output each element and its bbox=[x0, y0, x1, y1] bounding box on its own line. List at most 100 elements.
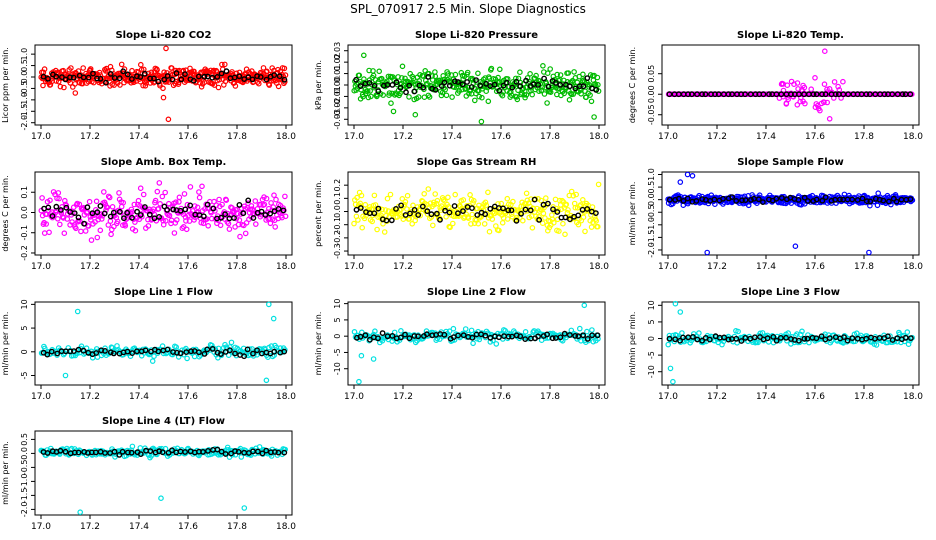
reference-point bbox=[544, 331, 550, 338]
x-tick-label: 18.0 bbox=[276, 522, 296, 532]
reference-point bbox=[245, 74, 252, 81]
data-point bbox=[355, 217, 361, 223]
data-point bbox=[173, 199, 179, 206]
data-point bbox=[184, 355, 190, 362]
data-point bbox=[814, 102, 821, 109]
reference-point bbox=[116, 208, 123, 215]
reference-point bbox=[187, 202, 194, 209]
reference-point bbox=[406, 335, 413, 342]
data-point bbox=[398, 75, 405, 81]
reference-point bbox=[275, 205, 282, 212]
data-point bbox=[800, 98, 806, 105]
data-point bbox=[469, 211, 476, 218]
x-tick-label: 17.2 bbox=[707, 262, 727, 272]
data-point bbox=[470, 197, 477, 204]
reference-point bbox=[141, 70, 148, 77]
reference-point bbox=[738, 338, 745, 344]
data-point bbox=[853, 330, 860, 337]
reference-point bbox=[257, 74, 264, 80]
outlier-point bbox=[265, 301, 272, 308]
plot-frame bbox=[347, 171, 606, 256]
outlier-point bbox=[263, 377, 270, 384]
data-point bbox=[380, 92, 387, 98]
reference-point bbox=[822, 194, 829, 201]
outlier-point bbox=[831, 79, 838, 85]
data-point bbox=[450, 325, 457, 332]
data-point bbox=[475, 220, 482, 227]
reference-point bbox=[57, 447, 64, 454]
reference-point bbox=[455, 332, 461, 339]
reference-point bbox=[178, 76, 185, 83]
reference-point bbox=[254, 448, 261, 455]
reference-point bbox=[371, 83, 378, 89]
x-tick-label: 17.8 bbox=[854, 132, 874, 142]
reference-point bbox=[680, 334, 686, 341]
data-point bbox=[187, 184, 194, 190]
x-tick-label: 17.2 bbox=[393, 132, 413, 142]
data-point bbox=[249, 68, 255, 74]
reference-point bbox=[62, 76, 69, 83]
data-point bbox=[452, 71, 459, 78]
data-point bbox=[504, 195, 511, 202]
y-tick-label: 0 bbox=[333, 334, 342, 339]
reference-point bbox=[496, 87, 503, 94]
series-points bbox=[665, 48, 915, 122]
reference-point bbox=[63, 204, 70, 211]
data-point bbox=[160, 85, 166, 92]
data-point bbox=[432, 73, 439, 80]
reference-point bbox=[441, 331, 448, 338]
data-point bbox=[403, 206, 410, 212]
black-points bbox=[353, 330, 601, 343]
x-tick-label: 17.8 bbox=[854, 392, 874, 402]
reference-point bbox=[134, 208, 141, 215]
y-tick-label: -2.0 bbox=[20, 502, 29, 518]
reference-point bbox=[688, 91, 695, 98]
outlier-point bbox=[817, 107, 823, 114]
data-point bbox=[584, 328, 590, 335]
x-tick-label: 17.6 bbox=[178, 132, 198, 142]
data-point bbox=[873, 342, 880, 348]
reference-point bbox=[593, 87, 599, 93]
reference-point bbox=[53, 73, 60, 80]
reference-point bbox=[205, 447, 211, 454]
data-point bbox=[46, 229, 52, 236]
data-point bbox=[351, 220, 357, 227]
reference-point bbox=[822, 91, 829, 98]
data-point bbox=[409, 221, 416, 227]
data-point bbox=[466, 90, 472, 97]
reference-point bbox=[164, 346, 171, 353]
x-tick-label: 17.6 bbox=[805, 132, 825, 142]
data-point bbox=[560, 220, 566, 227]
data-point bbox=[261, 201, 268, 208]
reference-point bbox=[226, 215, 233, 222]
data-point bbox=[117, 82, 123, 88]
reference-point bbox=[566, 83, 573, 90]
data-point bbox=[442, 86, 449, 93]
data-point bbox=[486, 228, 493, 235]
outlier-point bbox=[358, 352, 365, 359]
reference-point bbox=[116, 451, 123, 458]
reference-point bbox=[473, 331, 480, 338]
data-point bbox=[539, 220, 546, 227]
reference-point bbox=[733, 197, 740, 204]
reference-point bbox=[561, 330, 568, 337]
chart-main-title: SPL_070917 2.5 Min. Slope Diagnostics bbox=[350, 2, 586, 16]
data-point bbox=[523, 92, 530, 98]
data-point bbox=[826, 86, 833, 92]
reference-point bbox=[680, 197, 687, 204]
reference-point bbox=[473, 77, 479, 84]
data-point bbox=[198, 84, 205, 90]
reference-point bbox=[804, 198, 811, 204]
reference-point bbox=[752, 91, 759, 98]
data-point bbox=[61, 84, 67, 91]
y-tick-label: 10 bbox=[647, 300, 656, 310]
data-point bbox=[157, 201, 163, 207]
data-point bbox=[367, 88, 374, 94]
reference-point bbox=[250, 215, 257, 221]
x-tick-label: 17.8 bbox=[227, 522, 247, 532]
data-point bbox=[260, 65, 267, 71]
reference-point bbox=[137, 451, 144, 457]
reference-point bbox=[393, 79, 400, 86]
outlier-point bbox=[412, 111, 419, 118]
data-point bbox=[458, 69, 465, 76]
